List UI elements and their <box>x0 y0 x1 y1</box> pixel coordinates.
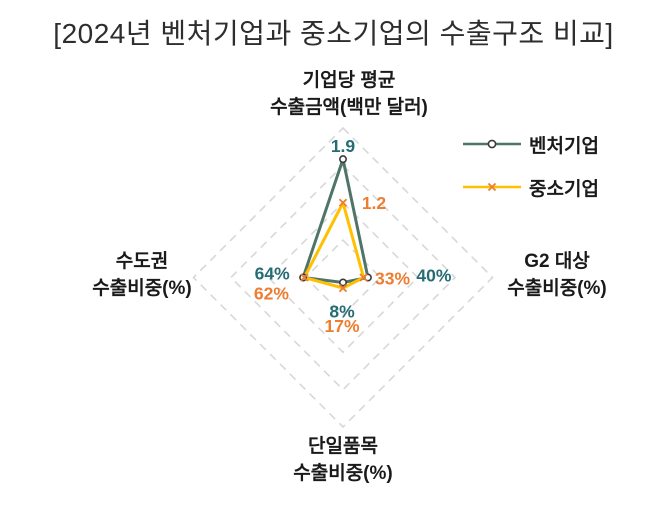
axis-label-line: G2 대상 <box>524 251 590 272</box>
axis-label-single-item-share: 단일품목 수출비중(%) <box>213 433 473 487</box>
data-label: 17% <box>324 316 359 336</box>
x-marker-icon <box>300 273 309 282</box>
axis-label-capital-region-share: 수도권 수출비중(%) <box>62 248 222 302</box>
legend-line-x-marker-icon <box>463 182 521 192</box>
axis-label-line: 수출비중(%) <box>293 463 393 484</box>
axis-label-line: 수도권 <box>115 251 169 272</box>
legend-label-venture: 벤처기업 <box>529 135 599 157</box>
grid-ring <box>229 164 457 391</box>
legend: 벤처기업 중소기업 <box>462 130 599 216</box>
data-labels-sme: 1.2 33% 17% 62% <box>254 193 411 336</box>
data-label: 33% <box>375 269 410 289</box>
grid-ring <box>304 238 382 317</box>
circle-marker-icon <box>338 278 347 287</box>
axis-label-line: 수출금액(백만 달러) <box>270 97 428 118</box>
data-label: 62% <box>254 284 289 304</box>
legend-label-sme: 중소기업 <box>529 178 599 200</box>
axis-label-line: 단일품목 <box>308 436 378 457</box>
grid-ring <box>192 126 494 429</box>
data-point-markers-sme <box>300 198 368 293</box>
data-label: 64% <box>255 264 290 284</box>
chart-title: [2024년 벤처기업과 중소기업의 수출구조 비교] <box>53 18 614 49</box>
axis-label-line: 기업당 평균 <box>302 70 396 91</box>
x-marker-icon <box>359 273 368 282</box>
data-label: 1.9 <box>331 136 356 156</box>
axis-label-line: 수출비중(%) <box>92 278 192 299</box>
axis-label-line: 수출비중(%) <box>507 278 607 299</box>
data-label: 1.2 <box>362 193 387 213</box>
data-labels-venture: 1.9 40% 8% 64% <box>255 136 452 321</box>
x-marker-icon <box>338 283 348 293</box>
circle-marker-icon <box>338 155 347 164</box>
axis-label-g2-share: G2 대상 수출비중(%) <box>477 248 637 302</box>
data-label: 40% <box>416 266 451 286</box>
axis-label-avg-export: 기업당 평균 수출금액(백만 달러) <box>219 67 479 121</box>
data-label: 8% <box>329 301 355 321</box>
grid-rings <box>192 126 494 429</box>
legend-line-circle-marker-icon <box>463 139 521 149</box>
legend-item-sme: 중소기업 <box>462 173 599 201</box>
grid-ring <box>267 201 419 354</box>
legend-item-venture: 벤처기업 <box>462 130 599 158</box>
x-marker-icon <box>338 198 348 207</box>
